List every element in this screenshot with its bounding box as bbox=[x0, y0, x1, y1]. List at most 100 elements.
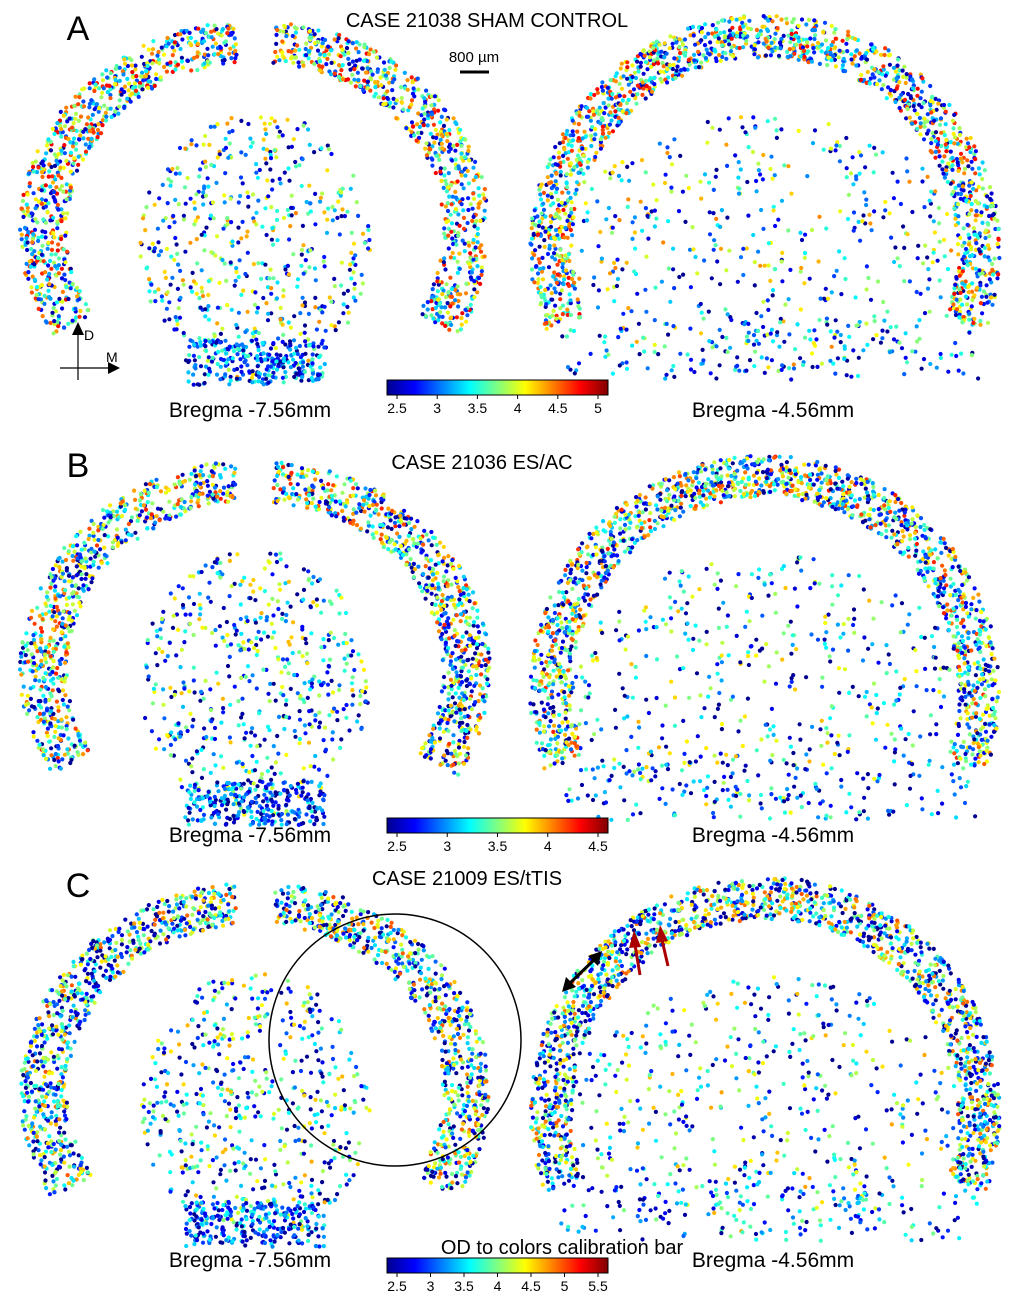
cell-dot bbox=[773, 31, 778, 36]
cell-dot bbox=[995, 276, 1000, 281]
cell-dot bbox=[958, 151, 964, 156]
cell-dot bbox=[230, 356, 235, 361]
cell-dot bbox=[215, 155, 220, 160]
cell-dot bbox=[87, 144, 92, 149]
cell-dot bbox=[296, 60, 301, 65]
cell-dot bbox=[74, 147, 79, 152]
cell-dot bbox=[467, 243, 472, 248]
cell-dot bbox=[57, 187, 63, 192]
cell-dot bbox=[844, 175, 849, 180]
cell-dot bbox=[126, 88, 131, 93]
cell-dot bbox=[564, 334, 570, 339]
cell-dot bbox=[953, 185, 958, 190]
cell-dot bbox=[127, 81, 132, 86]
cell-dot bbox=[997, 255, 1002, 261]
cell-dot bbox=[717, 127, 722, 132]
cell-dot bbox=[340, 77, 346, 82]
cell-dot bbox=[400, 100, 405, 105]
cell-dot bbox=[572, 165, 577, 170]
cell-dot bbox=[280, 375, 285, 380]
cell-dot bbox=[307, 142, 312, 147]
cell-dot bbox=[569, 148, 575, 153]
cell-dot bbox=[25, 648, 30, 653]
cell-dot bbox=[788, 54, 793, 59]
cell-dot bbox=[544, 302, 549, 307]
cell-dot bbox=[170, 275, 175, 280]
cell-dot bbox=[565, 185, 570, 190]
cell-dot bbox=[320, 64, 325, 69]
cell-dot bbox=[858, 238, 863, 243]
section-maps bbox=[17, 14, 1002, 1249]
cell-dot bbox=[100, 118, 105, 123]
cell-dot bbox=[698, 331, 704, 336]
cell-dot bbox=[541, 190, 547, 195]
cell-dot bbox=[274, 217, 280, 222]
cell-dot bbox=[391, 105, 396, 110]
cell-dot bbox=[669, 189, 674, 194]
cell-dot bbox=[450, 158, 455, 163]
cell-dot bbox=[281, 288, 286, 293]
cell-dot bbox=[327, 295, 332, 300]
cell-dot bbox=[359, 272, 364, 277]
cell-dot bbox=[311, 344, 316, 349]
cell-dot bbox=[889, 235, 894, 240]
cell-dot bbox=[751, 333, 757, 338]
cell-dot bbox=[925, 174, 930, 179]
cell-dot bbox=[96, 122, 101, 127]
cell-dot bbox=[568, 161, 574, 166]
cell-dot bbox=[56, 324, 61, 329]
cell-dot bbox=[354, 523, 360, 528]
cell-dot bbox=[960, 302, 965, 307]
cell-dot bbox=[570, 222, 576, 227]
cell-dot bbox=[255, 175, 260, 180]
cell-dot bbox=[755, 55, 761, 60]
cell-dot bbox=[958, 235, 963, 240]
cell-dot bbox=[195, 261, 200, 266]
cell-dot bbox=[443, 294, 449, 300]
cell-dot bbox=[252, 302, 258, 307]
cell-dot bbox=[481, 192, 486, 197]
cell-dot bbox=[270, 178, 275, 183]
cell-dot bbox=[720, 334, 725, 340]
cell-dot bbox=[466, 196, 471, 201]
cell-dot bbox=[367, 237, 372, 243]
cell-dot bbox=[552, 286, 557, 291]
cell-dot bbox=[268, 156, 274, 161]
cell-dot bbox=[698, 179, 703, 184]
cell-dot bbox=[191, 353, 196, 358]
cell-dot bbox=[440, 146, 445, 151]
cell-dot bbox=[230, 239, 235, 244]
cell-dot bbox=[293, 211, 298, 216]
cell-dot bbox=[609, 96, 614, 101]
cell-dot bbox=[451, 617, 456, 622]
cell-dot bbox=[966, 164, 971, 169]
cell-dot bbox=[83, 740, 88, 745]
cell-dot bbox=[199, 29, 204, 34]
cell-dot bbox=[630, 343, 635, 348]
cell-dot bbox=[910, 209, 915, 215]
cell-dot bbox=[56, 263, 62, 268]
cell-dot bbox=[872, 314, 877, 319]
cell-dot bbox=[208, 124, 213, 129]
cell-dot bbox=[180, 37, 185, 42]
cell-dot bbox=[183, 146, 188, 151]
cell-dot bbox=[51, 305, 56, 311]
cell-dot bbox=[185, 58, 190, 63]
cell-dot bbox=[46, 240, 51, 245]
cell-dot bbox=[99, 131, 104, 136]
cell-dot bbox=[422, 117, 427, 122]
cell-dot bbox=[727, 19, 732, 24]
cell-dot bbox=[455, 259, 460, 264]
cell-dot bbox=[48, 148, 54, 153]
cell-dot bbox=[54, 158, 59, 163]
cell-dot bbox=[560, 312, 565, 317]
cell-dot bbox=[125, 96, 130, 101]
cell-dot bbox=[782, 163, 787, 168]
cell-dot bbox=[865, 69, 870, 75]
cell-dot bbox=[238, 175, 244, 180]
cell-dot bbox=[941, 102, 947, 108]
cell-dot bbox=[122, 105, 127, 110]
cell-dot bbox=[643, 170, 648, 175]
cell-dot bbox=[861, 213, 866, 218]
cell-dot bbox=[686, 186, 691, 191]
